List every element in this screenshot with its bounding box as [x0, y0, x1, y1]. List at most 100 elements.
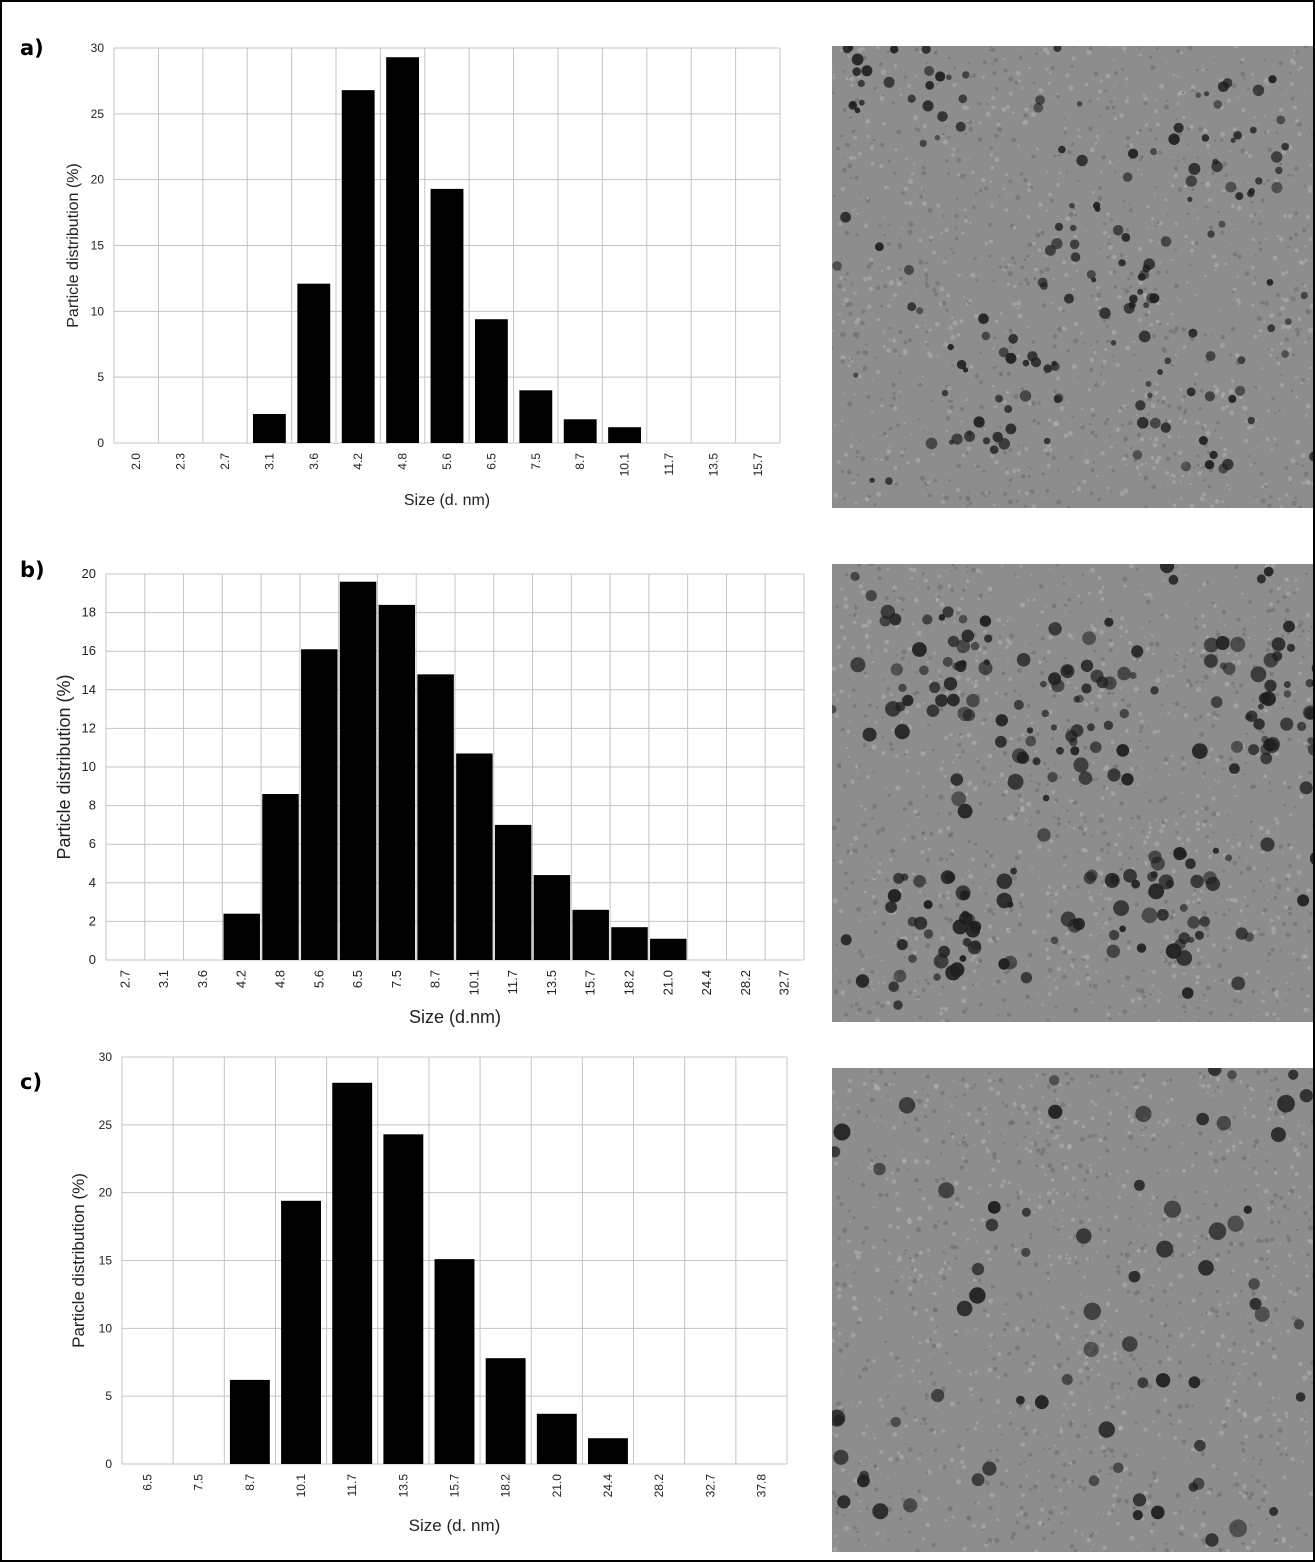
y-axis-label: Particle distribution (%): [54, 674, 74, 859]
x-tick-label: 6.5: [141, 1474, 155, 1491]
y-tick-label: 0: [89, 952, 96, 967]
x-tick-label: 4.2: [351, 453, 365, 470]
bar: [533, 875, 571, 960]
y-tick-label: 15: [91, 239, 105, 253]
x-axis-label: Size (d. nm): [404, 492, 490, 509]
y-tick-label: 18: [82, 605, 96, 620]
bar: [430, 188, 464, 443]
y-tick-label: 14: [82, 682, 96, 697]
x-tick-label: 8.7: [573, 453, 587, 470]
bar: [536, 1413, 577, 1464]
x-tick-label: 2.3: [174, 453, 188, 470]
bar: [434, 1259, 475, 1464]
x-tick-label: 15.7: [583, 970, 598, 995]
x-tick-label: 8.7: [243, 1474, 257, 1491]
y-tick-label: 12: [82, 720, 96, 735]
bar: [378, 604, 416, 960]
y-tick-label: 15: [99, 1254, 113, 1268]
x-tick-label: 3.1: [156, 970, 171, 988]
bar: [572, 909, 609, 960]
y-tick-label: 20: [99, 1186, 113, 1200]
bar: [332, 1082, 373, 1464]
x-tick-label: 4.8: [273, 970, 288, 988]
x-tick-label: 32.7: [703, 1474, 717, 1498]
bar: [341, 90, 375, 443]
panel-c: c) 0 5 10 15 20 25 30 6.5 7.5 8.7 10.1 11.7 13.5 15.7…: [2, 1042, 1313, 1560]
x-tick-label: 15.7: [448, 1474, 462, 1498]
micrograph-a: [832, 46, 1313, 508]
y-tick-label: 0: [97, 436, 104, 450]
x-tick-label: 7.5: [389, 970, 404, 988]
x-tick-label: 11.7: [345, 1474, 359, 1497]
x-tick-label: 21.0: [660, 970, 675, 995]
x-tick-label: 3.6: [195, 970, 210, 988]
y-tick-label: 30: [99, 1050, 113, 1064]
y-tick-label: 16: [82, 643, 96, 658]
bar: [229, 1379, 270, 1464]
x-tick-label: 24.4: [699, 970, 714, 995]
x-tick-label: 4.2: [234, 970, 249, 988]
chart-a: 0 5 10 15 20 25 30 2.0 2.3 2.7 3.1 3.6 4.2 4.8 5.6 6.5 7…: [65, 41, 781, 509]
x-tick-label: 32.7: [777, 970, 792, 995]
bar: [383, 1134, 424, 1464]
x-tick-label: 8.7: [428, 970, 443, 988]
x-tick-label: 24.4: [601, 1474, 615, 1498]
x-tick-label: 28.2: [738, 970, 753, 995]
y-tick-label: 30: [91, 41, 105, 55]
x-tick-label: 10.1: [294, 1474, 308, 1498]
x-tick-label: 10.1: [618, 453, 632, 477]
y-tick-label: 25: [99, 1118, 113, 1132]
x-tick-label: 13.5: [706, 453, 720, 477]
y-tick-label: 5: [105, 1389, 112, 1403]
x-tick-label: 18.2: [622, 970, 637, 995]
x-tick-label: 6.5: [484, 453, 498, 470]
y-tick-label: 4: [89, 875, 96, 890]
bar: [281, 1200, 321, 1464]
x-tick-label: 3.1: [262, 453, 276, 470]
y-tick-label: 5: [97, 370, 104, 384]
bar: [474, 319, 508, 443]
y-axis-label: Particle distribution (%): [69, 1173, 88, 1348]
y-tick-label: 8: [89, 798, 96, 813]
x-tick-label: 4.8: [396, 453, 410, 470]
bar: [485, 1358, 526, 1464]
x-tick-label: 15.7: [751, 453, 765, 477]
x-tick-label: 3.6: [307, 453, 321, 470]
y-tick-label: 10: [82, 759, 96, 774]
panel-label-c: c): [20, 1070, 43, 1094]
y-tick-label: 6: [89, 836, 96, 851]
x-tick-label: 10.1: [466, 970, 481, 995]
panel-b: b) 0 2 4 6 8 10 12 14 16 18 20 2.7 3.1 3.6 4.2 4.8 5.6 6.…: [2, 522, 1313, 1042]
y-tick-label: 20: [91, 173, 105, 187]
y-tick-label: 0: [105, 1457, 112, 1471]
bar: [262, 794, 299, 960]
x-tick-label: 18.2: [499, 1474, 513, 1498]
y-tick-label: 10: [91, 304, 105, 318]
x-tick-label: 2.7: [117, 970, 132, 988]
bar: [386, 57, 420, 443]
bar: [519, 390, 553, 443]
bar: [301, 649, 338, 960]
x-tick-label: 28.2: [652, 1474, 666, 1498]
x-axis-label: Size (d.nm): [409, 1007, 501, 1027]
bar: [588, 1438, 628, 1464]
x-tick-label: 5.6: [311, 970, 326, 988]
x-tick-label: 13.5: [396, 1474, 410, 1498]
x-tick-label: 11.7: [662, 453, 676, 476]
x-axis-label: Size (d. nm): [409, 1516, 501, 1535]
chart-c: 0 5 10 15 20 25 30 6.5 7.5 8.7 10.1 11.7 13.5 15.7 18.…: [69, 1050, 788, 1535]
x-tick-label: 7.5: [192, 1474, 206, 1491]
micrograph-b: [832, 564, 1313, 1022]
x-tick-label: 6.5: [350, 970, 365, 988]
bar: [223, 913, 260, 960]
bar: [608, 427, 642, 443]
micrograph-c: [832, 1068, 1313, 1552]
bar: [563, 419, 597, 443]
bar: [611, 927, 648, 960]
chart-b: 0 2 4 6 8 10 12 14 16 18 20 2.7 3.1 3.6 4.2 4.8 5.6 6.5 7.…: [54, 566, 805, 1027]
bar: [417, 674, 454, 960]
x-tick-label: 21.0: [550, 1474, 564, 1498]
bar: [252, 414, 286, 443]
bar: [339, 581, 377, 960]
x-tick-label: 2.7: [218, 453, 232, 470]
